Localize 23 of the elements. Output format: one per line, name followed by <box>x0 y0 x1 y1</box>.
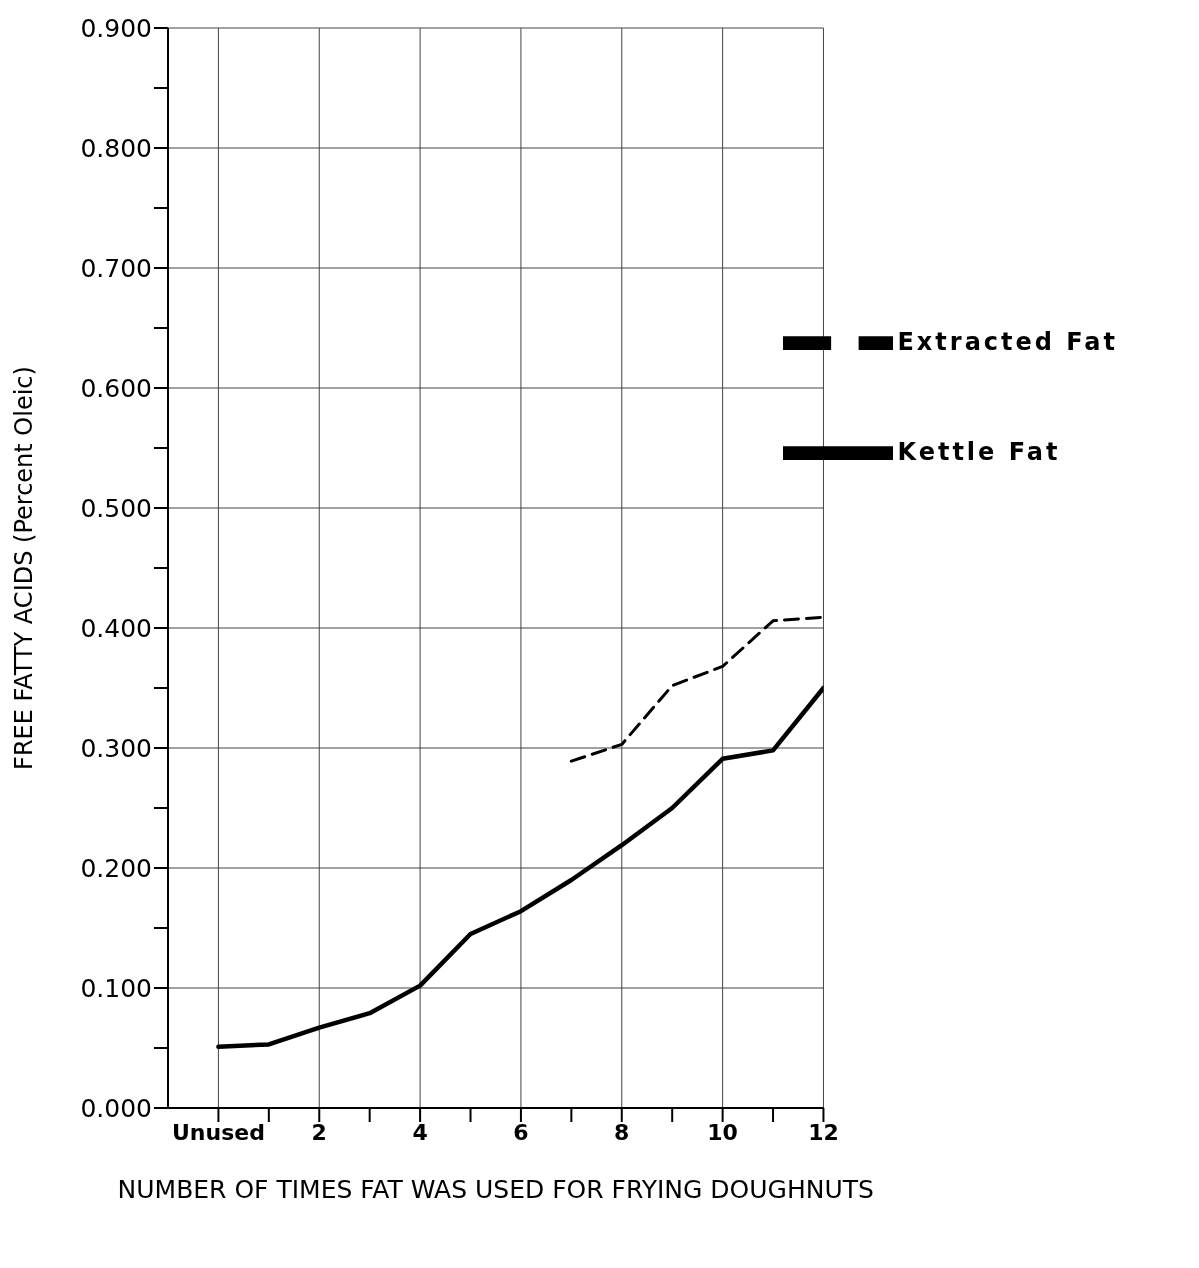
y-axis-title: FREE FATTY ACIDS (Percent Oleic) <box>9 366 38 770</box>
y-tick-label: 0.100 <box>80 973 152 1003</box>
y-tick-label: 0.700 <box>80 253 152 283</box>
line-series <box>216 685 824 1050</box>
y-tick-label: 0.900 <box>80 13 152 43</box>
y-tick-label: 0.000 <box>80 1093 152 1123</box>
y-tick-label: 0.200 <box>80 853 152 883</box>
x-tick-label: Unused <box>171 1119 265 1145</box>
y-tick-label: 0.800 <box>80 133 152 163</box>
line-series <box>569 615 824 763</box>
x-tick-label: 12 <box>808 1119 839 1145</box>
y-tick-label: 0.300 <box>80 733 152 763</box>
x-tick-label: 2 <box>311 1119 327 1145</box>
x-tick-label: 6 <box>513 1119 529 1145</box>
y-tick-label: 0.400 <box>80 613 152 643</box>
y-tick-label: 0.500 <box>80 493 152 523</box>
x-tick-label: 10 <box>707 1119 738 1145</box>
legend-label: Kettle Fat <box>897 438 1061 466</box>
x-tick-label: 4 <box>412 1119 428 1145</box>
x-axis-title: NUMBER OF TIMES FAT WAS USED FOR FRYING DOUGHNUTS <box>117 1175 874 1204</box>
y-tick-label: 0.600 <box>80 373 152 403</box>
legend-label: Extracted Fat <box>897 328 1118 356</box>
x-tick-label: 8 <box>614 1119 630 1145</box>
